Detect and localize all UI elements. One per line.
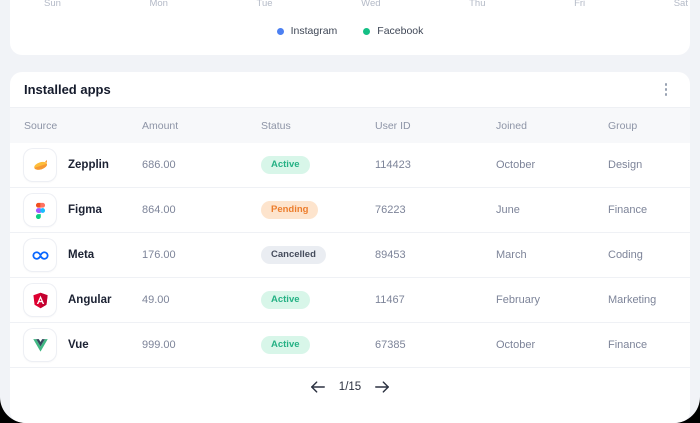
status-cell: Active (261, 290, 375, 310)
status-badge: Cancelled (261, 245, 326, 265)
app-name: Figma (68, 204, 102, 216)
x-axis-label: Tue (256, 0, 273, 9)
column-header-joined: Joined (496, 119, 527, 132)
group-cell: Finance (608, 339, 648, 351)
chart-x-axis: Sun Mon Tue Wed Thu Fri Sat (44, 0, 688, 9)
user-id-cell: 76223 (375, 204, 406, 216)
legend-label: Instagram (290, 25, 338, 37)
group-cell: Design (608, 159, 643, 171)
legend-label: Facebook (377, 25, 424, 37)
prev-page-button[interactable] (310, 380, 326, 394)
amount-cell: 864.00 (142, 204, 176, 216)
amount-cell: 49.00 (142, 294, 170, 306)
user-id-cell: 67385 (375, 339, 406, 351)
amount-cell: 686.00 (142, 159, 176, 171)
joined-cell: October (496, 159, 536, 171)
joined-cell: October (496, 339, 536, 351)
pagination: 1/15 (10, 368, 690, 406)
legend-item-facebook[interactable]: Facebook (363, 25, 423, 37)
card-header: Installed apps (10, 72, 690, 107)
table-row[interactable]: Angular 49.00 Active 11467 February Mark… (10, 278, 690, 323)
user-id-cell: 11467 (375, 294, 405, 306)
group-cell: Marketing (608, 294, 657, 306)
status-badge: Active (261, 155, 310, 175)
table-row[interactable]: Meta 176.00 Cancelled 89453 March Coding (10, 233, 690, 278)
page-indicator: 1/15 (338, 381, 362, 393)
table-row[interactable]: Zepplin 686.00 Active 114423 October Des… (10, 143, 690, 188)
installed-apps-card: Installed apps Source Amount Status User… (10, 72, 690, 423)
app-name: Meta (68, 249, 95, 261)
kebab-menu-icon[interactable] (659, 79, 674, 100)
amount-cell: 176.00 (142, 249, 176, 261)
column-header-status: Status (261, 119, 291, 132)
column-header-user-id: User ID (375, 119, 411, 132)
status-cell: Cancelled (261, 245, 375, 265)
x-axis-label: Fri (574, 0, 586, 9)
vue-logo-icon (24, 329, 56, 361)
figma-logo-icon (24, 194, 56, 226)
status-cell: Active (261, 155, 375, 175)
status-badge: Active (261, 290, 310, 310)
user-id-cell: 89453 (375, 249, 406, 261)
legend-item-instagram[interactable]: Instagram (276, 25, 338, 37)
zeplin-logo-icon (24, 149, 56, 181)
joined-cell: June (496, 204, 520, 216)
status-cell: Active (261, 335, 375, 355)
amount-cell: 999.00 (142, 339, 176, 351)
angular-logo-icon (24, 284, 56, 316)
x-axis-label: Sun (44, 0, 61, 9)
source-cell: Angular (24, 284, 142, 316)
source-cell: Zepplin (24, 149, 142, 181)
source-cell: Vue (24, 329, 142, 361)
next-page-button[interactable] (374, 380, 390, 394)
app-name: Vue (68, 339, 89, 351)
status-cell: Pending (261, 200, 375, 220)
user-id-cell: 114423 (375, 159, 411, 171)
source-cell: Meta (24, 239, 142, 271)
column-header-source: Source (24, 119, 58, 132)
joined-cell: February (496, 294, 541, 306)
card-title: Installed apps (24, 82, 111, 97)
table-body: Zepplin 686.00 Active 114423 October Des… (10, 143, 690, 368)
chart-card: Sun Mon Tue Wed Thu Fri Sat Instagram Facebook (10, 0, 690, 55)
joined-cell: March (496, 249, 527, 261)
x-axis-label: Mon (149, 0, 168, 9)
arrow-right-icon (375, 381, 390, 393)
group-cell: Coding (608, 249, 643, 261)
app-name: Zepplin (68, 159, 109, 171)
x-axis-label: Wed (361, 0, 381, 9)
column-header-amount: Amount (142, 119, 179, 132)
table-row[interactable]: Figma 864.00 Pending 76223 June Finance (10, 188, 690, 233)
meta-logo-icon (24, 239, 56, 271)
group-cell: Finance (608, 204, 648, 216)
arrow-left-icon (310, 381, 325, 393)
chart-legend: Instagram Facebook (10, 25, 690, 37)
status-badge: Pending (261, 200, 319, 220)
x-axis-label: Sat (673, 0, 688, 9)
app-name: Angular (68, 294, 112, 306)
table-row[interactable]: Vue 999.00 Active 67385 October Finance (10, 323, 690, 368)
source-cell: Figma (24, 194, 142, 226)
status-badge: Active (261, 335, 310, 355)
legend-dot-icon (363, 27, 371, 35)
table-header-row: Source Amount Status User ID Joined Grou… (10, 107, 690, 143)
legend-dot-icon (276, 27, 284, 35)
x-axis-label: Thu (469, 0, 486, 9)
column-header-group: Group (608, 119, 638, 132)
